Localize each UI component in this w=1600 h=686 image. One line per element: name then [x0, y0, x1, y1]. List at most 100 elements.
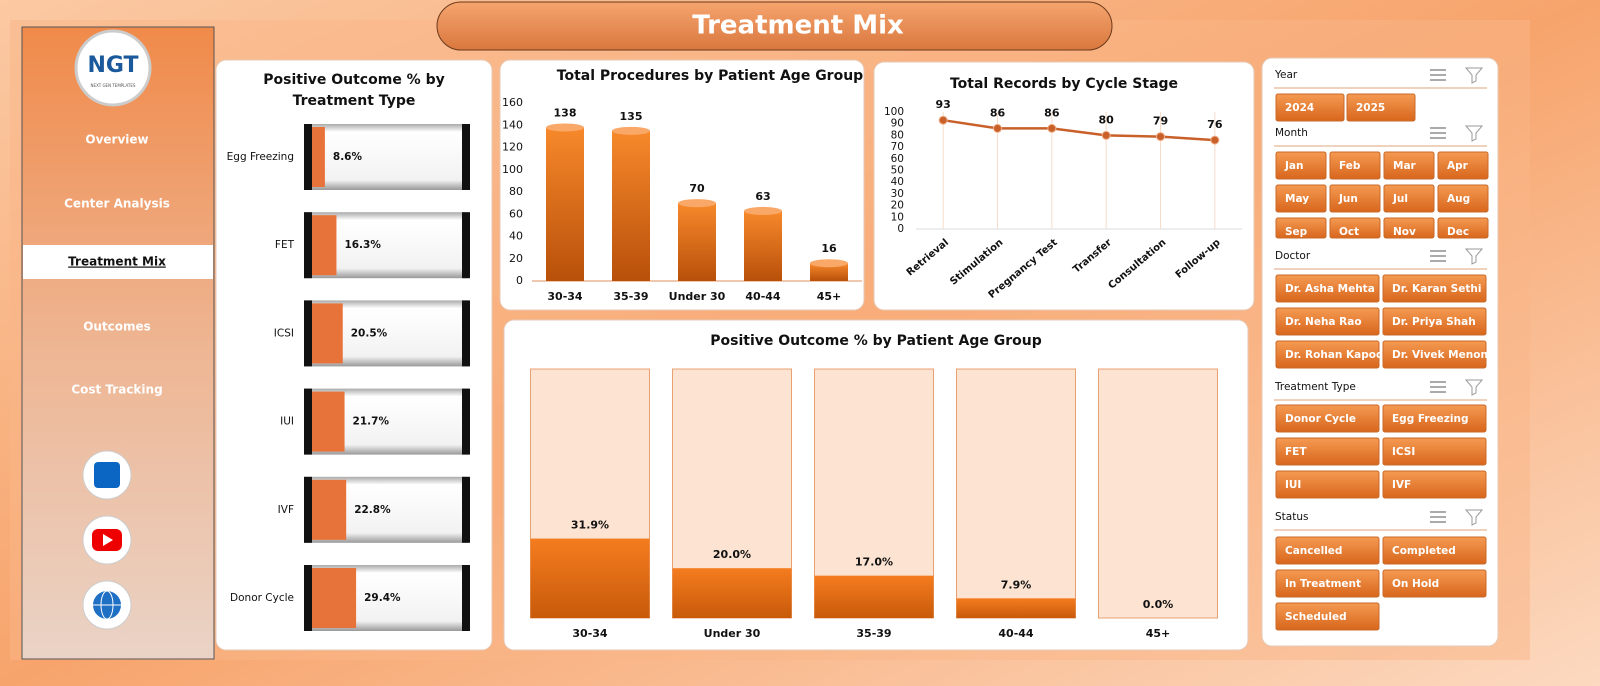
chart-title: Total Procedures by Patient Age Group — [557, 68, 863, 84]
multi-select-icon[interactable] — [1430, 511, 1446, 523]
slicer-item[interactable]: Jul — [1392, 193, 1408, 205]
slicer-item[interactable]: In Treatment — [1285, 578, 1361, 590]
slicer-item[interactable]: Jan — [1284, 160, 1303, 172]
slicer-title: Year — [1274, 69, 1298, 81]
multi-select-icon[interactable] — [1430, 69, 1446, 81]
bar-cap — [462, 565, 470, 631]
marker — [1101, 130, 1111, 140]
data-label: 22.8% — [354, 504, 391, 516]
clear-filter-icon[interactable] — [1464, 125, 1484, 142]
slicer-button[interactable] — [1275, 340, 1380, 369]
slicer-button[interactable] — [1382, 340, 1487, 369]
slicer-item[interactable]: Mar — [1393, 160, 1417, 172]
data-label: 86 — [990, 106, 1006, 119]
line — [942, 118, 1215, 142]
slicer-button[interactable] — [1329, 184, 1381, 213]
y-tick-label: 0 — [516, 274, 523, 287]
slicer-item[interactable]: Scheduled — [1285, 611, 1347, 623]
slicer-button[interactable] — [1275, 569, 1380, 598]
slicer-button[interactable] — [1383, 151, 1435, 180]
slicer-button[interactable] — [1437, 151, 1489, 180]
slicer-item[interactable]: Nov — [1393, 226, 1416, 238]
slicer-button[interactable] — [1329, 151, 1381, 180]
data-label: 76 — [1207, 118, 1223, 131]
slicer-button[interactable] — [1382, 274, 1487, 303]
slicer-button[interactable] — [1275, 307, 1380, 336]
slicer-button[interactable] — [1382, 470, 1487, 499]
nav-item[interactable]: Treatment Mix — [68, 255, 166, 269]
clear-filter-icon[interactable] — [1464, 509, 1484, 526]
bar-cap — [462, 212, 470, 279]
slicer-button[interactable] — [1275, 404, 1380, 433]
y-tick-label: IUI — [280, 416, 294, 428]
slicer-item[interactable]: ICSI — [1392, 446, 1415, 458]
slicer-item[interactable]: IUI — [1285, 479, 1301, 491]
multi-select-icon[interactable] — [1430, 381, 1446, 393]
slicer-button[interactable] — [1437, 184, 1489, 213]
slicer-item[interactable]: Dr. Rohan Kapoor — [1285, 349, 1389, 361]
data-label: 79 — [1153, 115, 1168, 128]
bar-cap — [304, 212, 312, 279]
slicer-item[interactable]: Egg Freezing — [1392, 413, 1468, 425]
data-label: 29.4% — [364, 592, 401, 604]
slicer-item[interactable]: FET — [1285, 446, 1307, 458]
slicer-button[interactable] — [1382, 569, 1487, 598]
y-tick-label: 80 — [891, 129, 904, 141]
slicer-button[interactable] — [1275, 536, 1380, 565]
slicer-item[interactable]: Dr. Karan Sethi — [1392, 283, 1481, 295]
slicer-button[interactable] — [1275, 151, 1327, 180]
slicer-button[interactable] — [1275, 602, 1380, 631]
slicer-button[interactable] — [1329, 217, 1381, 239]
slicer-button[interactable] — [1275, 184, 1327, 213]
x-tick-label: 40-44 — [998, 627, 1034, 640]
clear-filter-icon[interactable] — [1464, 379, 1484, 396]
slicer-item[interactable]: IVF — [1392, 479, 1411, 491]
slicer-item[interactable]: Dr. Priya Shah — [1392, 316, 1476, 328]
slicer-item[interactable]: Jun — [1338, 193, 1358, 205]
bar — [678, 203, 716, 281]
slicer-item[interactable]: 2024 — [1285, 102, 1314, 114]
slicer-item[interactable]: Aug — [1447, 193, 1470, 205]
slicer-item[interactable]: Cancelled — [1285, 545, 1342, 557]
slicer-item[interactable]: May — [1285, 193, 1309, 205]
slicer-item[interactable]: Apr — [1447, 160, 1469, 172]
slicer-button[interactable] — [1346, 93, 1416, 122]
bar — [312, 479, 347, 540]
bar-top — [810, 259, 848, 268]
x-tick-label: 40-44 — [745, 290, 781, 303]
slicer-button[interactable] — [1382, 536, 1487, 565]
slicer-button[interactable] — [1275, 470, 1380, 499]
clear-filter-icon[interactable] — [1464, 248, 1484, 265]
slicer-button[interactable] — [1382, 437, 1487, 466]
clear-filter-icon[interactable] — [1464, 67, 1484, 84]
slicer-button[interactable] — [1383, 184, 1435, 213]
y-tick-label: 120 — [502, 141, 523, 154]
slicer-item[interactable]: Dec — [1447, 226, 1469, 238]
slicer-item[interactable]: Dr. Asha Mehta — [1285, 283, 1375, 295]
slicer-item[interactable]: 2025 — [1356, 102, 1385, 114]
slicer-item[interactable]: Dr. Neha Rao — [1285, 316, 1362, 328]
slicer-button[interactable] — [1383, 217, 1435, 239]
multi-select-icon[interactable] — [1430, 127, 1446, 139]
multi-select-icon[interactable] — [1430, 250, 1446, 262]
nav-item[interactable]: Overview — [85, 133, 148, 147]
slicer-item[interactable]: Sep — [1285, 226, 1308, 238]
slicer-item[interactable]: Oct — [1339, 226, 1359, 238]
y-tick-label: 160 — [502, 96, 523, 109]
nav-item[interactable]: Center Analysis — [64, 197, 170, 211]
slicer-item[interactable]: Dr. Vivek Menon — [1392, 349, 1488, 361]
slicer-button[interactable] — [1382, 404, 1487, 433]
nav-item[interactable]: Outcomes — [83, 320, 151, 334]
slicer-item[interactable]: Donor Cycle — [1285, 413, 1356, 425]
slicer-button[interactable] — [1437, 217, 1489, 239]
slicer-item[interactable]: Completed — [1392, 545, 1456, 557]
slicer-button[interactable] — [1275, 274, 1380, 303]
y-tick-label: 30 — [891, 188, 904, 200]
slicer-button[interactable] — [1382, 307, 1487, 336]
nav-item[interactable]: Cost Tracking — [71, 383, 162, 397]
slicer-button[interactable] — [1275, 437, 1380, 466]
slicer-button[interactable] — [1275, 217, 1327, 239]
slicer-button[interactable] — [1275, 93, 1345, 122]
slicer-item[interactable]: Feb — [1339, 160, 1361, 172]
slicer-item[interactable]: On Hold — [1392, 578, 1439, 590]
